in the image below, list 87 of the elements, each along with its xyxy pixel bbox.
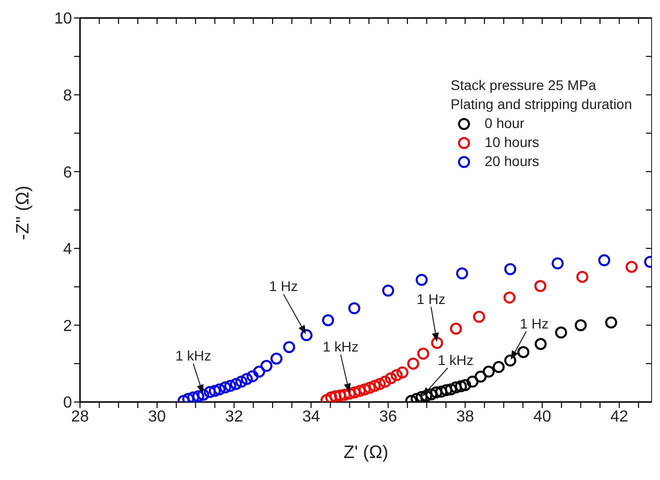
point: [219, 381, 232, 394]
point: [260, 360, 272, 372]
point: [325, 391, 338, 402]
point: [197, 388, 210, 401]
point: [431, 336, 444, 349]
y-tick-label: 10: [54, 10, 72, 28]
point: [224, 380, 236, 392]
point: [534, 280, 546, 292]
x-tick-label: 38: [456, 408, 474, 426]
annotation: 1 Hz: [416, 290, 446, 307]
point: [574, 319, 587, 332]
point: [435, 386, 448, 398]
point: [283, 341, 296, 354]
point: [300, 329, 312, 342]
x-tick-label: 28: [71, 408, 89, 426]
point: [626, 260, 638, 273]
point: [348, 386, 361, 398]
point: [374, 378, 386, 390]
point: [407, 358, 420, 370]
y-tick-label: 8: [63, 87, 72, 104]
point: [456, 267, 468, 280]
annotation: Stack pressure 25 MPa: [450, 76, 598, 95]
x-tick-label: 32: [225, 408, 244, 426]
point: [246, 370, 259, 382]
point: [364, 382, 376, 394]
point: [322, 314, 334, 326]
point: [605, 316, 618, 329]
point: [492, 361, 505, 374]
point: [466, 376, 479, 388]
point: [384, 372, 397, 384]
point: [440, 384, 452, 396]
point: [552, 257, 564, 270]
x-tick-label: 36: [379, 408, 398, 426]
point: [382, 284, 394, 297]
point: [213, 383, 226, 396]
point: [354, 384, 366, 397]
legend-title: Plating and stripping duration: [450, 95, 632, 114]
point: [417, 348, 430, 360]
point: [416, 274, 428, 286]
point: [253, 366, 266, 378]
legend-label: 20 hours: [484, 152, 540, 171]
point: [235, 376, 248, 388]
x-tick-label: 34: [302, 408, 320, 426]
point: [503, 292, 516, 304]
y-tick-label: 4: [63, 241, 72, 258]
point: [534, 338, 547, 350]
point: [482, 366, 495, 378]
point: [454, 380, 467, 392]
point: [270, 352, 282, 365]
y-tick-label: 0: [63, 394, 72, 412]
point: [230, 378, 242, 390]
legend-label: 0 hour: [484, 114, 524, 133]
x-axis-title: Z' (Ω): [344, 442, 388, 462]
point: [444, 383, 457, 396]
annotation: 1 kHz: [438, 352, 474, 368]
point: [504, 263, 516, 276]
annotation: 1 kHz: [322, 338, 359, 355]
point: [379, 376, 392, 388]
annotation: 1 Hz: [269, 278, 298, 294]
point: [473, 310, 486, 323]
x-tick-label: 30: [148, 408, 166, 426]
point: [204, 386, 216, 398]
point: [598, 254, 610, 266]
x-tick-label: 42: [610, 408, 628, 426]
point: [348, 302, 360, 314]
point: [390, 369, 403, 382]
point: [208, 384, 221, 397]
point: [450, 322, 462, 335]
point: [192, 390, 204, 402]
point: [368, 380, 381, 392]
x-tick-label: 40: [533, 408, 552, 426]
point: [459, 379, 472, 392]
annotation: 1 kHz: [175, 348, 212, 364]
point: [555, 326, 568, 338]
point: [504, 354, 516, 367]
y-axis-title: -Z'' (Ω): [12, 186, 32, 240]
point: [358, 383, 371, 396]
point: [396, 366, 408, 378]
point: [474, 370, 487, 383]
y-tick-label: 2: [63, 318, 72, 335]
point: [240, 372, 253, 385]
point: [430, 386, 442, 398]
annotation: 1 Hz: [520, 316, 549, 332]
legend-label: 10 hours: [484, 133, 540, 152]
point: [517, 346, 530, 358]
point: [576, 270, 588, 283]
y-tick-label: 6: [63, 164, 72, 182]
